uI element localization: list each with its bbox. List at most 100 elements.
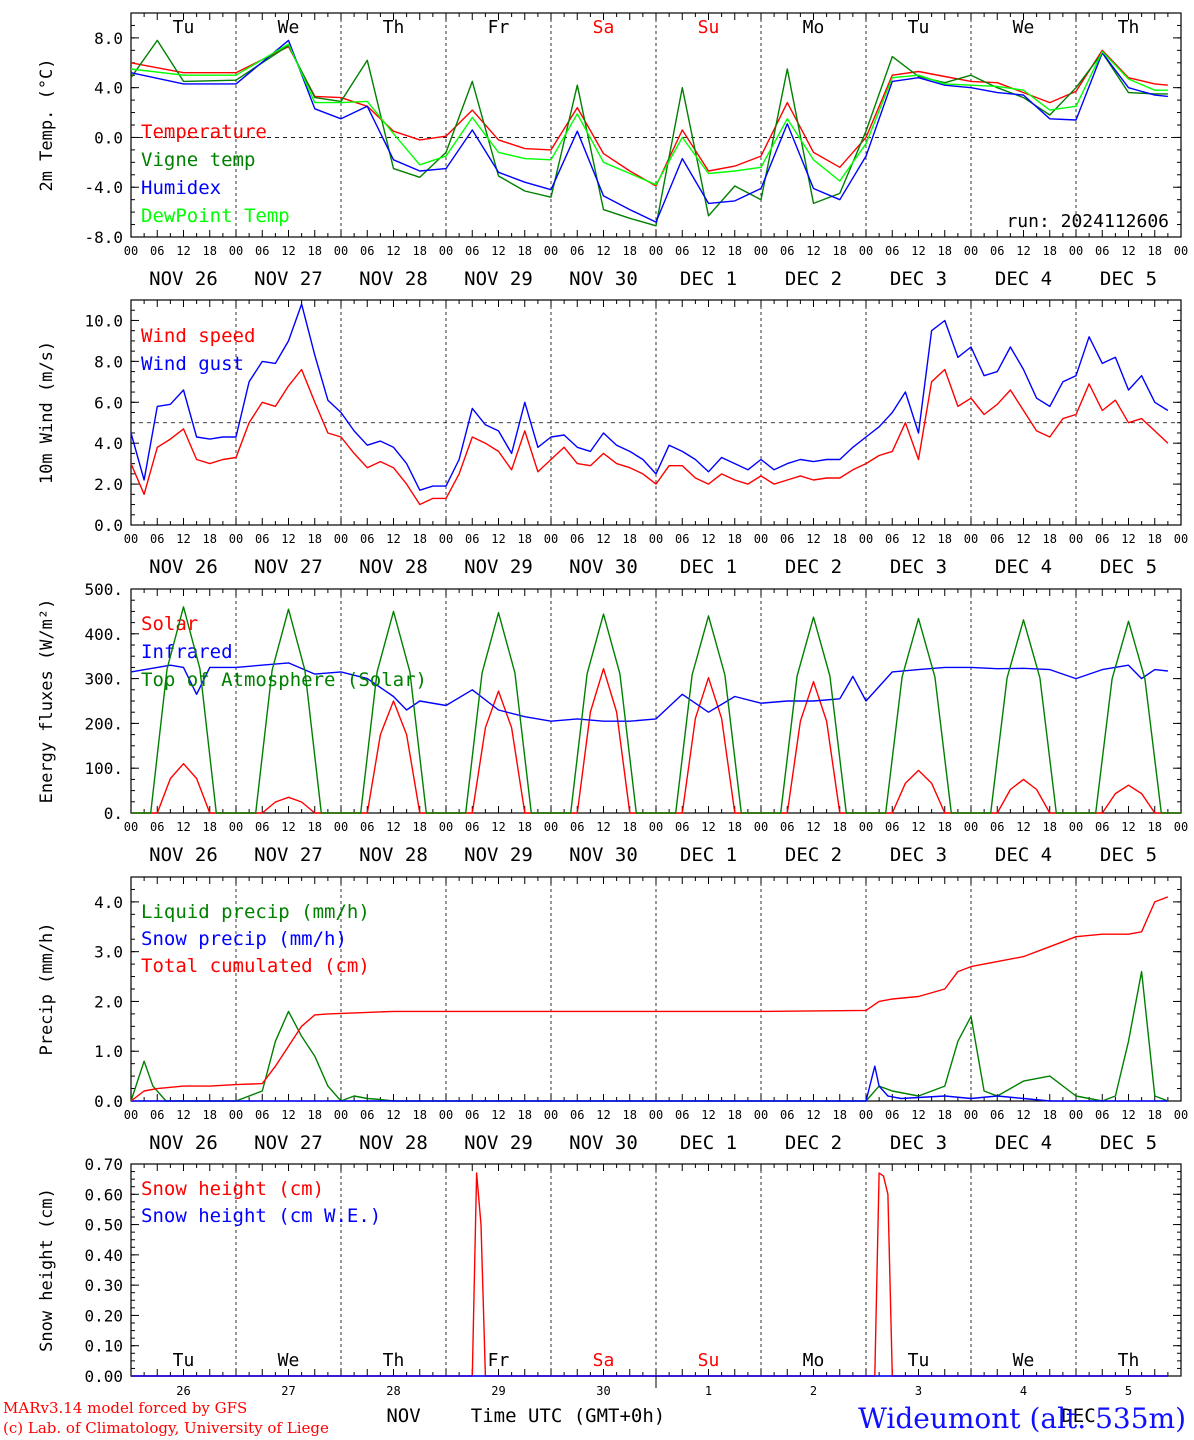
hour-tick-label: 18 bbox=[203, 532, 217, 546]
hour-tick-label: 00 bbox=[1174, 1108, 1188, 1122]
hour-tick-label: 12 bbox=[281, 532, 295, 546]
hour-tick-label: 18 bbox=[623, 532, 637, 546]
hour-tick-label: 00 bbox=[544, 244, 558, 258]
day-name: We bbox=[278, 1350, 300, 1371]
series-line-wind-speed bbox=[130, 368, 1169, 506]
day-number: 1 bbox=[705, 1384, 712, 1398]
hour-tick-label: 12 bbox=[806, 1108, 820, 1122]
y-tick-label: 0.20 bbox=[84, 1306, 123, 1325]
series-line-humidex bbox=[130, 39, 1168, 223]
day-name: Th bbox=[1118, 1350, 1140, 1371]
y-tick-label: 0. bbox=[104, 804, 123, 823]
hour-tick-label: 12 bbox=[1016, 820, 1030, 834]
legend-entry: Wind gust bbox=[141, 353, 244, 375]
y-tick-label: 0.70 bbox=[84, 1155, 123, 1174]
date-label: NOV 28 bbox=[359, 844, 428, 866]
hour-tick-label: 12 bbox=[491, 532, 505, 546]
hour-tick-label: 12 bbox=[806, 820, 820, 834]
hour-tick-label: 18 bbox=[1043, 820, 1057, 834]
hour-tick-label: 18 bbox=[308, 1108, 322, 1122]
hour-tick-label: 18 bbox=[938, 820, 952, 834]
hour-tick-label: 00 bbox=[439, 1108, 453, 1122]
hour-tick-label: 00 bbox=[1174, 532, 1188, 546]
series-line-snow-height-cm- bbox=[131, 1172, 1168, 1377]
date-label: DEC 4 bbox=[995, 844, 1052, 866]
hour-tick-label: 00 bbox=[544, 532, 558, 546]
hour-tick-label: 06 bbox=[990, 244, 1004, 258]
hour-tick-label: 12 bbox=[176, 532, 190, 546]
hour-tick-label: 06 bbox=[885, 244, 899, 258]
y-tick-label: 200. bbox=[84, 714, 123, 733]
hour-tick-label: 00 bbox=[1069, 820, 1083, 834]
hour-tick-label: 12 bbox=[281, 820, 295, 834]
date-label: DEC 2 bbox=[785, 268, 842, 290]
hour-tick-label: 00 bbox=[1174, 244, 1188, 258]
run-label: run: 2024112606 bbox=[1006, 211, 1169, 232]
day-name: Th bbox=[1118, 17, 1140, 38]
hour-tick-label: 18 bbox=[623, 820, 637, 834]
date-label: DEC 5 bbox=[1100, 844, 1157, 866]
hour-tick-label: 06 bbox=[780, 820, 794, 834]
hour-tick-label: 06 bbox=[780, 1108, 794, 1122]
hour-tick-label: 12 bbox=[1121, 1108, 1135, 1122]
hour-tick-label: 12 bbox=[1121, 820, 1135, 834]
date-label: NOV 30 bbox=[569, 556, 638, 578]
date-label: NOV 30 bbox=[569, 268, 638, 290]
hour-tick-label: 18 bbox=[1043, 532, 1057, 546]
y-tick-label: 2.0 bbox=[94, 992, 123, 1011]
hour-tick-label: 00 bbox=[229, 532, 243, 546]
hour-tick-label: 06 bbox=[675, 532, 689, 546]
hour-tick-label: 18 bbox=[1043, 244, 1057, 258]
hour-tick-label: 12 bbox=[1016, 532, 1030, 546]
hour-tick-label: 06 bbox=[990, 532, 1004, 546]
hour-tick-label: 06 bbox=[360, 1108, 374, 1122]
day-name: Tu bbox=[173, 17, 195, 38]
hour-tick-label: 00 bbox=[439, 244, 453, 258]
hour-tick-label: 06 bbox=[150, 244, 164, 258]
hour-tick-label: 18 bbox=[308, 532, 322, 546]
hour-tick-label: 18 bbox=[623, 1108, 637, 1122]
day-number: 2 bbox=[810, 1384, 817, 1398]
station-label: Wideumont (alt. 535m) bbox=[858, 1402, 1186, 1435]
hour-tick-label: 00 bbox=[229, 244, 243, 258]
month-label-left: NOV bbox=[386, 1405, 420, 1427]
day-name: Tu bbox=[908, 1350, 930, 1371]
day-number: 3 bbox=[915, 1384, 922, 1398]
day-name: We bbox=[1013, 17, 1035, 38]
hour-tick-label: 00 bbox=[1069, 244, 1083, 258]
hour-tick-label: 12 bbox=[911, 532, 925, 546]
hour-tick-label: 00 bbox=[754, 1108, 768, 1122]
day-name: We bbox=[278, 17, 300, 38]
series-line-infrared bbox=[130, 662, 1168, 722]
date-label: DEC 4 bbox=[995, 1132, 1052, 1154]
hour-tick-label: 12 bbox=[596, 820, 610, 834]
hour-tick-label: 12 bbox=[806, 532, 820, 546]
series-line-top-of-atmosphere-solar- bbox=[131, 606, 1181, 814]
y-axis-label: 10m Wind (m/s) bbox=[37, 341, 57, 484]
y-axis-label: 2m Temp. (°C) bbox=[37, 58, 57, 191]
legend-entry: Humidex bbox=[141, 177, 221, 199]
hour-tick-label: 06 bbox=[150, 532, 164, 546]
hour-tick-label: 12 bbox=[281, 244, 295, 258]
series-line-temperature bbox=[130, 45, 1168, 187]
hour-tick-label: 06 bbox=[465, 244, 479, 258]
hour-tick-label: 06 bbox=[885, 1108, 899, 1122]
hour-tick-label: 00 bbox=[1069, 532, 1083, 546]
hour-tick-label: 06 bbox=[570, 820, 584, 834]
y-tick-label: 3.0 bbox=[94, 943, 123, 962]
day-name: Su bbox=[698, 1350, 720, 1371]
hour-tick-label: 00 bbox=[964, 532, 978, 546]
hour-tick-label: 12 bbox=[701, 244, 715, 258]
y-tick-label: 8.0 bbox=[94, 352, 123, 371]
y-tick-label: 0.0 bbox=[94, 1092, 123, 1111]
hour-tick-label: 06 bbox=[885, 820, 899, 834]
hour-tick-label: 12 bbox=[911, 1108, 925, 1122]
legend-entry: Snow height (cm W.E.) bbox=[141, 1205, 381, 1227]
hour-tick-label: 00 bbox=[124, 820, 138, 834]
y-tick-label: 0.30 bbox=[84, 1276, 123, 1295]
hour-tick-label: 00 bbox=[964, 244, 978, 258]
hour-tick-label: 12 bbox=[911, 244, 925, 258]
hour-tick-label: 18 bbox=[203, 820, 217, 834]
date-label: DEC 1 bbox=[680, 556, 737, 578]
y-tick-label: -4.0 bbox=[84, 178, 123, 197]
